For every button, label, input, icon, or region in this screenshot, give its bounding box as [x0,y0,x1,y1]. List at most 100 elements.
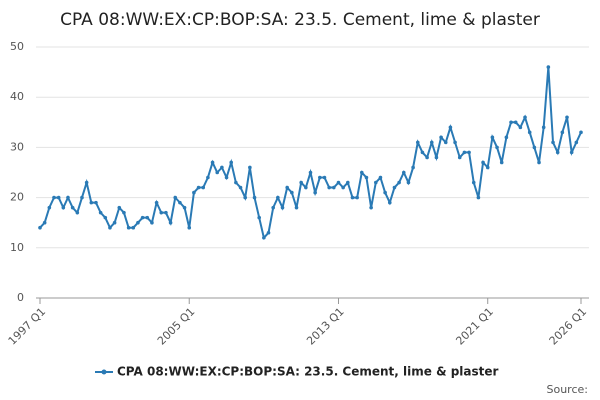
point [84,180,89,185]
point [383,190,387,195]
point [122,210,126,215]
point [299,180,303,185]
y-tick-label: 10 [10,241,24,254]
point [140,215,145,220]
point [476,195,481,200]
point [439,135,443,140]
point [546,65,551,69]
point [187,225,192,230]
point [182,205,187,210]
point [159,210,164,215]
legend-marker [101,369,107,375]
source: Source: [547,383,589,396]
point [98,210,103,215]
x-tick-label: 1997 Q1 [6,305,49,348]
point [70,205,75,210]
point [234,180,238,185]
point [341,185,345,190]
point [434,155,439,160]
point [392,185,397,190]
point [401,170,406,175]
point [448,125,453,130]
point [201,185,206,190]
point [569,150,574,155]
point [453,140,457,145]
point [490,135,495,140]
point [290,190,294,195]
point [579,130,583,135]
point [206,175,210,180]
point [117,205,122,210]
y-tick-label: 20 [10,191,24,204]
point [154,200,159,205]
point [574,140,579,145]
point [513,120,518,125]
point [66,195,70,200]
point [210,160,215,165]
point [467,150,471,155]
point [75,210,80,215]
point [387,200,392,205]
point [518,125,523,130]
legend-label: CPA 08:WW:EX:CP:BOP:SA: 23.5. Cement, li… [117,365,499,379]
point [136,220,140,225]
point [178,200,182,205]
point [280,205,285,210]
point [373,180,378,185]
point [499,160,504,165]
point [238,185,243,190]
y-tick-label: 0 [17,291,24,304]
chart-title: CPA 08:WW:EX:CP:BOP:SA: 23.5. Cement, li… [60,10,540,30]
point [224,175,229,180]
point [457,155,462,160]
point [360,170,364,175]
point [551,140,555,145]
point [271,205,275,210]
point [252,195,257,200]
point [527,130,532,135]
x-tick-label: 2013 Q1 [304,305,347,348]
point [262,235,266,240]
y-tick-label: 40 [10,90,24,103]
point [308,170,313,175]
point [168,220,173,225]
point [80,195,84,200]
point [443,140,448,145]
point [220,165,224,170]
point [485,165,490,170]
point [537,160,541,165]
point [52,195,56,200]
point [364,175,369,180]
point [350,195,355,200]
point [112,220,117,225]
point [327,185,331,190]
point [481,160,485,165]
point [266,230,271,235]
point [397,180,401,185]
x-tick-label: 2026 Q1 [547,305,590,348]
point [532,145,537,150]
point [523,115,527,120]
point [257,215,261,220]
point [369,205,373,210]
point [336,180,341,185]
point [429,140,434,145]
point [89,200,94,205]
point [415,140,420,145]
point [504,135,509,140]
point [346,180,350,185]
point [150,220,154,225]
point [173,195,178,200]
point [322,175,327,180]
point [196,185,201,190]
point [103,215,108,220]
y-tick-label: 30 [10,140,24,153]
point [248,165,252,170]
point [229,160,234,165]
point [411,165,415,170]
point [406,180,411,185]
series-line [39,67,582,240]
point [425,155,429,160]
